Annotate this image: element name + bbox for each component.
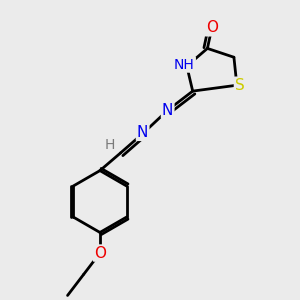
- Text: O: O: [94, 246, 106, 261]
- Text: N: N: [162, 103, 173, 118]
- Text: NH: NH: [174, 58, 195, 72]
- Text: S: S: [235, 78, 245, 93]
- Text: O: O: [206, 20, 218, 35]
- Text: H: H: [104, 138, 115, 152]
- Text: N: N: [137, 125, 148, 140]
